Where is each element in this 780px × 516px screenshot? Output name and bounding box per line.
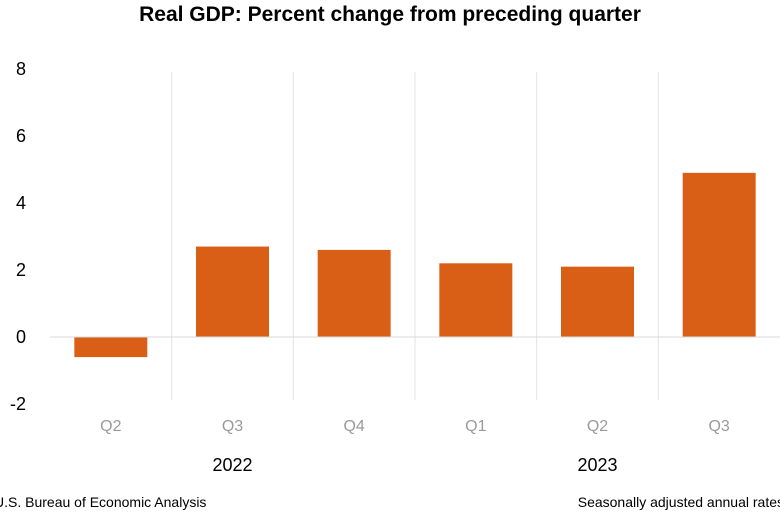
year-label: 2023 <box>577 455 617 475</box>
year-label: 2022 <box>212 455 252 475</box>
y-tick-label: 6 <box>16 126 26 146</box>
chart-title: Real GDP: Percent change from preceding … <box>139 3 641 26</box>
y-tick-label: 0 <box>16 327 26 347</box>
source-note: U.S. Bureau of Economic Analysis <box>0 494 207 510</box>
bar-3 <box>317 249 391 337</box>
y-tick-label: -2 <box>10 394 26 414</box>
rates-note: Seasonally adjusted annual rates <box>577 494 780 510</box>
bar-series <box>74 172 756 358</box>
y-tick-label: 4 <box>16 193 26 213</box>
bar-5 <box>561 266 634 337</box>
year-group-labels: 2022 2023 <box>212 455 617 475</box>
y-tick-label: 8 <box>16 59 26 79</box>
x-tick-label: Q4 <box>343 418 364 435</box>
x-tick-label: Q3 <box>708 418 729 435</box>
x-axis-ticks: Q2 Q3 Q4 Q1 Q2 Q3 <box>100 418 730 435</box>
x-tick-label: Q3 <box>222 418 243 435</box>
y-tick-label: 2 <box>16 260 26 280</box>
category-separators <box>171 72 659 400</box>
bar-6 <box>682 172 756 337</box>
bar-1 <box>74 337 148 358</box>
x-tick-label: Q2 <box>587 418 608 435</box>
x-tick-label: Q2 <box>100 418 121 435</box>
bar-2 <box>196 246 269 337</box>
x-tick-label: Q1 <box>465 418 486 435</box>
bar-4 <box>439 263 513 337</box>
y-axis-ticks: -2 0 2 4 6 8 <box>10 59 26 414</box>
